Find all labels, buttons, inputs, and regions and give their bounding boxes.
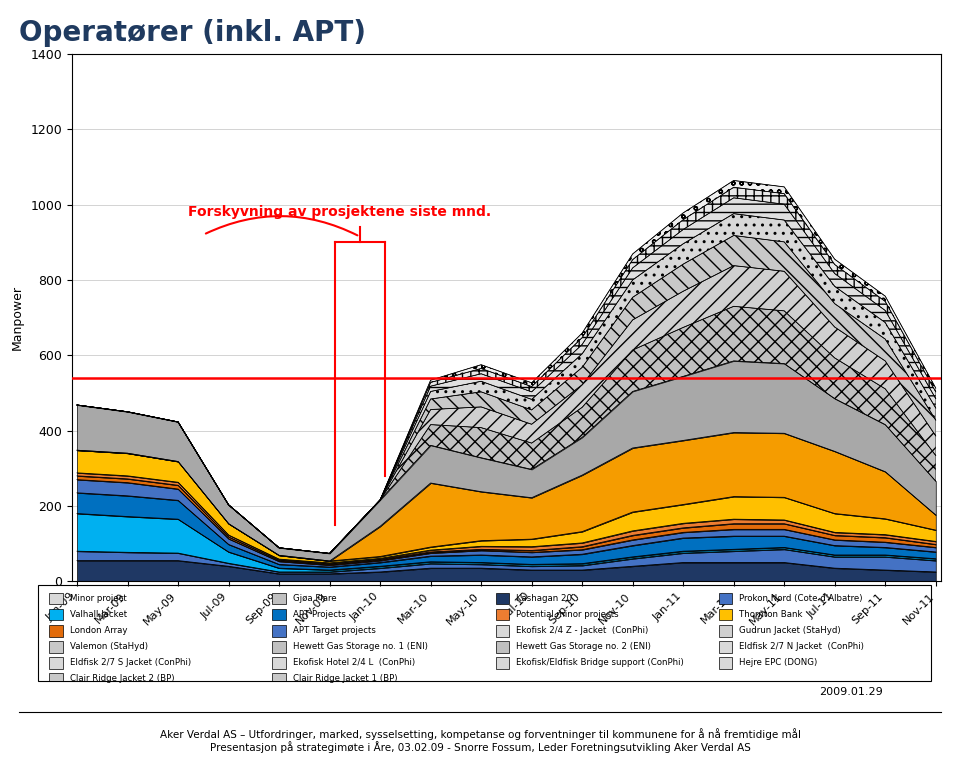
Text: Gudrun Jacket (StaHyd): Gudrun Jacket (StaHyd) (739, 626, 841, 635)
Bar (273, 625, 286, 637)
Bar (495, 641, 509, 653)
Text: Operatører (inkl. APT): Operatører (inkl. APT) (19, 19, 366, 47)
Bar (719, 657, 732, 668)
Bar (273, 673, 286, 685)
Text: Ekofisk Hotel 2/4 L  (ConPhi): Ekofisk Hotel 2/4 L (ConPhi) (293, 658, 415, 668)
Bar (719, 609, 732, 621)
Text: Hewett Gas Storage no. 2 (ENI): Hewett Gas Storage no. 2 (ENI) (516, 642, 651, 651)
Text: Clair Ridge Jacket 2 (BP): Clair Ridge Jacket 2 (BP) (70, 675, 174, 684)
Bar (495, 609, 509, 621)
Bar (719, 641, 732, 653)
Text: Hewett Gas Storage no. 1 (ENI): Hewett Gas Storage no. 1 (ENI) (293, 642, 428, 651)
Text: Ekofisk 2/4 Z - Jacket  (ConPhi): Ekofisk 2/4 Z - Jacket (ConPhi) (516, 626, 648, 635)
Bar (273, 593, 286, 604)
Bar (719, 625, 732, 637)
FancyArrowPatch shape (205, 216, 357, 236)
Text: Eldfisk 2/7 N Jacket  (ConPhi): Eldfisk 2/7 N Jacket (ConPhi) (739, 642, 864, 651)
Text: Clair Ridge Jacket 1 (BP): Clair Ridge Jacket 1 (BP) (293, 675, 397, 684)
Text: Eldfisk 2/7 S Jacket (ConPhi): Eldfisk 2/7 S Jacket (ConPhi) (70, 658, 191, 668)
Bar (273, 641, 286, 653)
Bar (719, 593, 732, 604)
Text: Aker Verdal AS – Utfordringer, marked, sysselsetting, kompetanse og forventninge: Aker Verdal AS – Utfordringer, marked, s… (159, 728, 801, 753)
Text: Forskyvning av prosjektene siste mnd.: Forskyvning av prosjektene siste mnd. (188, 205, 492, 219)
Bar (273, 609, 286, 621)
Text: Potential minor projects: Potential minor projects (516, 610, 618, 619)
Text: Hejre EPC (DONG): Hejre EPC (DONG) (739, 658, 818, 668)
Bar (495, 657, 509, 668)
Bar (49, 673, 62, 685)
Text: 2009.01.29: 2009.01.29 (820, 687, 883, 697)
Text: APT Projects: APT Projects (293, 610, 346, 619)
Text: Kashagan 20: Kashagan 20 (516, 594, 572, 603)
Text: Thornton Bank: Thornton Bank (739, 610, 803, 619)
Bar (49, 593, 62, 604)
Text: London Array: London Array (70, 626, 127, 635)
Bar (495, 593, 509, 604)
Text: Gjøa Flare: Gjøa Flare (293, 594, 336, 603)
Text: Minor project: Minor project (70, 594, 127, 603)
Bar (49, 609, 62, 621)
Bar (273, 657, 286, 668)
Bar (495, 625, 509, 637)
Y-axis label: Manpower: Manpower (12, 285, 24, 350)
Text: Valemon (StaHyd): Valemon (StaHyd) (70, 642, 148, 651)
Bar (49, 657, 62, 668)
Bar (49, 641, 62, 653)
Text: APT Target projects: APT Target projects (293, 626, 375, 635)
Bar (49, 625, 62, 637)
Text: Ekofisk/Eldfisk Bridge support (ConPhi): Ekofisk/Eldfisk Bridge support (ConPhi) (516, 658, 684, 668)
Text: Valhall Jacket: Valhall Jacket (70, 610, 127, 619)
Text: Prokon Nord (Cote d'Albatre): Prokon Nord (Cote d'Albatre) (739, 594, 863, 603)
